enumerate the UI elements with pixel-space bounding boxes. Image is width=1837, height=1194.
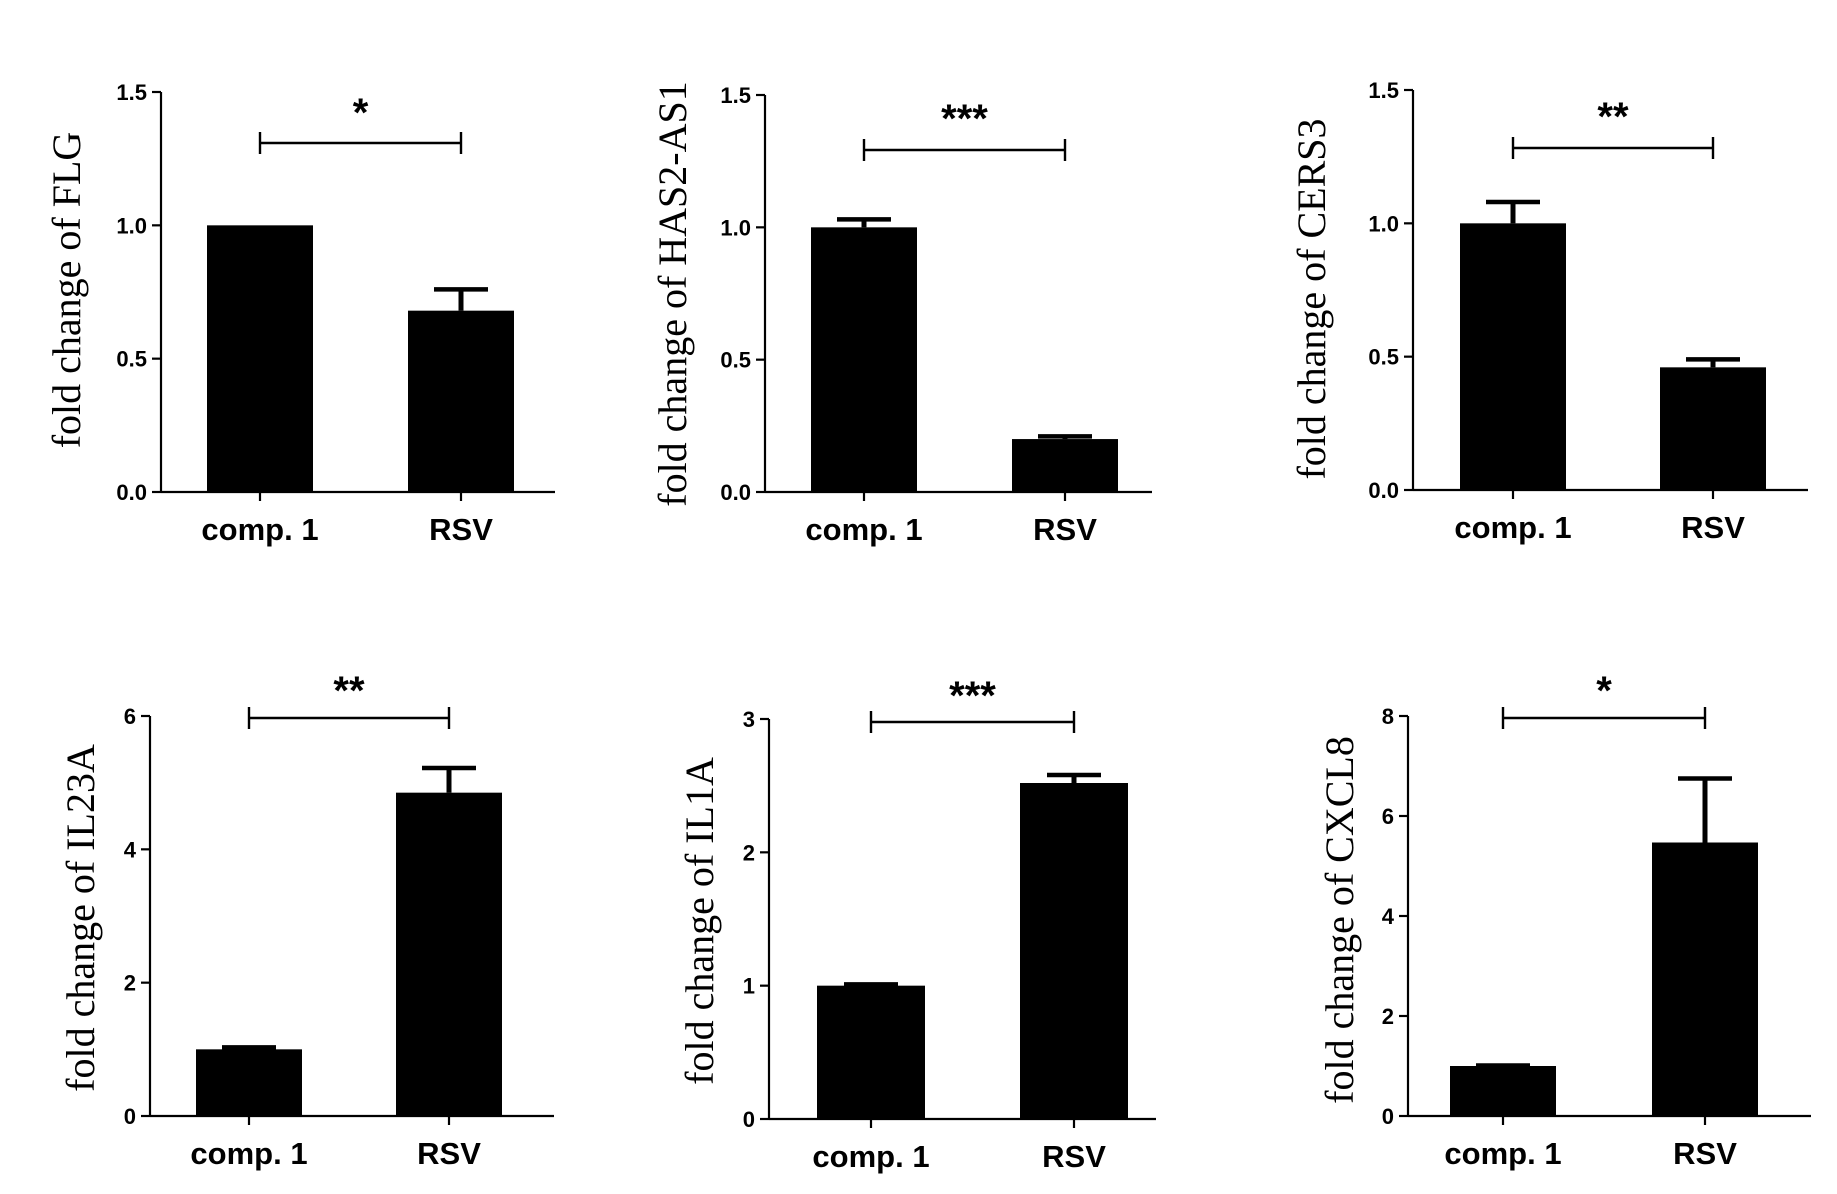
x-category-label: RSV bbox=[1042, 1139, 1106, 1174]
x-category-label: RSV bbox=[429, 512, 493, 547]
y-axis-title: fold change of CXCL8 bbox=[1317, 736, 1362, 1104]
y-tick-label: 0.0 bbox=[116, 480, 147, 505]
significance-marker: *** bbox=[949, 674, 996, 718]
y-tick-label: 8 bbox=[1382, 704, 1394, 729]
y-tick-label: 2 bbox=[1382, 1004, 1394, 1029]
significance-marker: *** bbox=[941, 97, 988, 141]
chart-panel-e: 0 1 2 3 comp. 1 RSV *** fold change of IL1A bbox=[677, 674, 1156, 1174]
y-tick-label: 6 bbox=[124, 704, 136, 729]
bar-comp1 bbox=[196, 1049, 302, 1116]
y-tick-label: 0.5 bbox=[720, 348, 751, 373]
y-tick-label: 0 bbox=[124, 1104, 136, 1129]
x-category-label: comp. 1 bbox=[190, 1136, 307, 1171]
y-tick-label: 1.5 bbox=[116, 80, 147, 105]
significance-marker: * bbox=[353, 91, 369, 135]
bar-comp1 bbox=[817, 985, 925, 1119]
y-tick-label: 1.0 bbox=[720, 215, 751, 240]
chart-panel-d: 0 2 4 6 comp. 1 RSV ** fold change of IL23A bbox=[58, 669, 554, 1171]
y-tick-label: 4 bbox=[124, 837, 137, 862]
x-category-label: comp. 1 bbox=[812, 1139, 929, 1174]
y-tick-label: 3 bbox=[743, 707, 755, 732]
y-tick-label: 1.5 bbox=[720, 83, 751, 108]
x-category-label: comp. 1 bbox=[1454, 510, 1571, 545]
y-axis-title: fold change of IL1A bbox=[677, 757, 722, 1085]
y-axis-title: fold change of FLG bbox=[44, 132, 89, 449]
y-axis-title: fold change of HAS2-AS1 bbox=[650, 81, 695, 507]
chart-panel-b: 0.0 0.5 1.0 1.5 comp. 1 RSV *** fold change of … bbox=[650, 81, 1152, 547]
y-tick-label: 2 bbox=[124, 971, 136, 996]
significance-marker: ** bbox=[1597, 95, 1629, 139]
chart-panel-a: 0.0 0.5 1.0 1.5 comp. 1 RSV * fold change of FL… bbox=[44, 80, 555, 547]
y-tick-label: 1.0 bbox=[1368, 211, 1399, 236]
x-category-label: comp. 1 bbox=[805, 512, 922, 547]
y-axis-title: fold change of IL23A bbox=[58, 744, 103, 1092]
y-tick-label: 0.5 bbox=[1368, 345, 1399, 370]
bar-rsv bbox=[1652, 842, 1758, 1116]
chart-panel-f: 0 2 4 6 8 comp. 1 RSV * fold change of CXCL8 bbox=[1317, 669, 1811, 1171]
y-tick-label: 4 bbox=[1382, 904, 1395, 929]
x-category-label: comp. 1 bbox=[1444, 1136, 1561, 1171]
y-tick-label: 1 bbox=[743, 974, 755, 999]
bar-comp1 bbox=[1450, 1066, 1556, 1116]
x-category-label: RSV bbox=[417, 1136, 481, 1171]
y-tick-label: 2 bbox=[743, 840, 755, 865]
x-category-label: comp. 1 bbox=[201, 512, 318, 547]
y-tick-label: 0 bbox=[743, 1107, 755, 1132]
bar-comp1 bbox=[207, 225, 313, 493]
bar-rsv bbox=[408, 310, 514, 492]
x-category-label: RSV bbox=[1681, 510, 1745, 545]
x-category-label: RSV bbox=[1033, 512, 1097, 547]
bar-rsv bbox=[1020, 783, 1128, 1119]
bar-comp1 bbox=[1460, 223, 1566, 491]
y-axis-title: fold change of CERS3 bbox=[1289, 118, 1334, 479]
bar-rsv bbox=[1012, 439, 1118, 492]
bar-comp1 bbox=[811, 227, 917, 493]
y-tick-label: 0.0 bbox=[1368, 478, 1399, 503]
y-tick-label: 1.5 bbox=[1368, 78, 1399, 103]
chart-panel-c: 0.0 0.5 1.0 1.5 comp. 1 RSV ** fold change of C… bbox=[1289, 78, 1808, 545]
x-category-label: RSV bbox=[1673, 1136, 1737, 1171]
bar-rsv bbox=[1660, 367, 1766, 490]
y-tick-label: 6 bbox=[1382, 804, 1394, 829]
significance-marker: * bbox=[1596, 669, 1612, 713]
y-tick-label: 0.5 bbox=[116, 347, 147, 372]
y-tick-label: 1.0 bbox=[116, 213, 147, 238]
bar-rsv bbox=[396, 792, 502, 1116]
y-tick-label: 0.0 bbox=[720, 480, 751, 505]
significance-marker: ** bbox=[333, 669, 365, 713]
y-tick-label: 0 bbox=[1382, 1104, 1394, 1129]
